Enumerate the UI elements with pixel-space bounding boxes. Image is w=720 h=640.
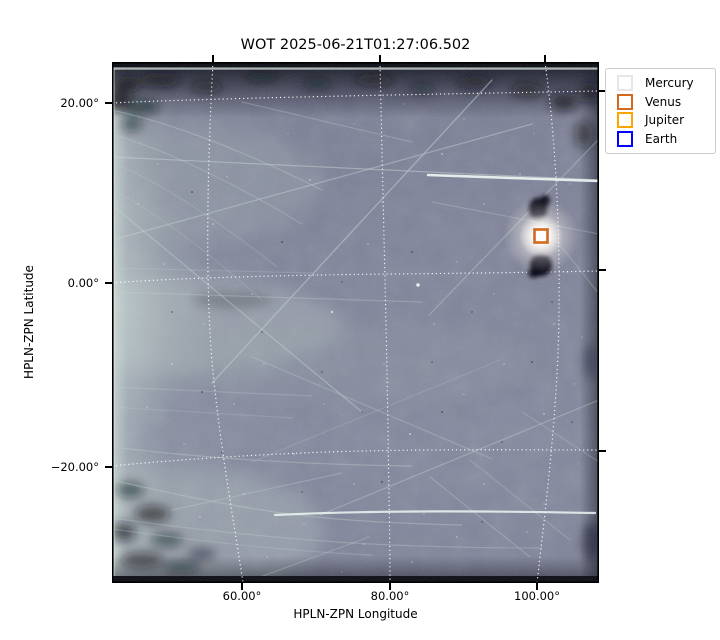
x-axis-label: HPLN-ZPN Longitude [293, 607, 418, 621]
parallel-m20 [111, 449, 600, 467]
x-tick-label-100: 100.00° [514, 589, 560, 603]
y-tick-label-0: 0.00° [67, 276, 99, 290]
tick-mark [536, 583, 538, 590]
legend-item-earth: Earth [614, 130, 707, 147]
tick-mark [599, 90, 606, 92]
x-tick-label-60: 60.00° [222, 589, 262, 603]
parallel-20 [111, 90, 600, 104]
tick-mark [241, 583, 243, 590]
x-tick-label-80: 80.00° [370, 589, 410, 603]
legend-label: Venus [645, 94, 682, 109]
legend-label: Mercury [645, 76, 694, 91]
meridian-60 [207, 61, 244, 584]
y-tick-label-m20: −20.00° [50, 460, 99, 474]
tick-mark [389, 583, 391, 590]
legend-label: Earth [645, 131, 678, 146]
legend-item-jupiter: Jupiter [614, 112, 707, 129]
meridian-100 [536, 61, 560, 584]
legend-item-venus: Venus [614, 93, 707, 110]
venus-marker-square [533, 228, 549, 244]
plot-frame [112, 62, 599, 584]
image-noise [112, 62, 599, 583]
mercury-swatch [617, 75, 633, 92]
plot-area [22, 61, 602, 597]
tick-mark [105, 282, 112, 284]
meridian-80 [379, 61, 391, 584]
legend-item-mercury: Mercury [614, 75, 707, 92]
tick-mark [105, 466, 112, 468]
tick-mark [379, 55, 381, 62]
venus-swatch [617, 93, 633, 110]
chart-title: WOT 2025-06-21T01:27:06.502 [240, 37, 471, 53]
jupiter-swatch [617, 112, 633, 129]
tick-mark [212, 55, 214, 62]
tick-mark [105, 102, 112, 104]
earth-swatch [617, 130, 633, 147]
sky-image [22, 61, 602, 597]
tick-mark [599, 450, 606, 452]
venus-marker [503, 195, 579, 278]
y-tick-label-20: 20.00° [60, 96, 99, 110]
y-axis-label: HPLN-ZPN Latitude [22, 265, 36, 379]
tick-mark [544, 55, 546, 62]
legend-label: Jupiter [645, 113, 685, 128]
tick-mark [599, 269, 606, 271]
legend: Mercury Venus Jupiter Earth [605, 68, 716, 154]
